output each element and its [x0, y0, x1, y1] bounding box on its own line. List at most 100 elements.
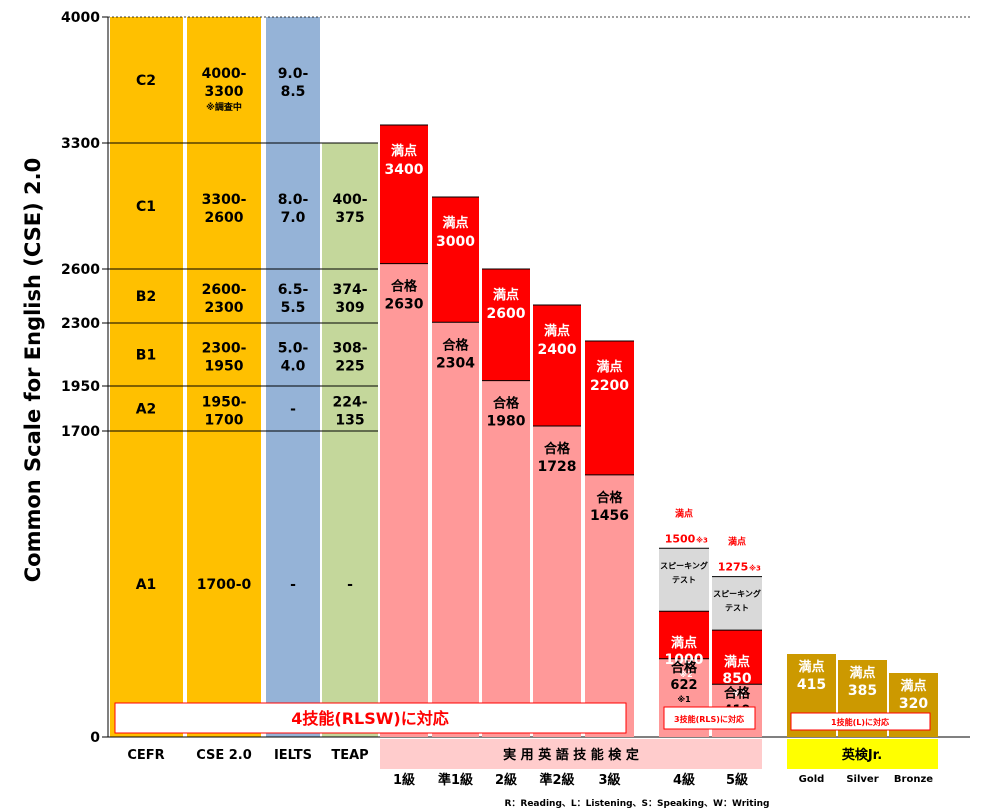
cefr-level-label: C1 [136, 199, 156, 215]
eiken-max-value: 2600 [487, 306, 526, 322]
x-label-teap: TEAP [331, 748, 368, 763]
eiken-pass-value: 1456 [590, 508, 629, 524]
y-tick-label: 4000 [61, 10, 100, 26]
cse-level-label-line2: 2600 [205, 210, 244, 226]
eiken-max-value: 2400 [538, 342, 577, 358]
y-tick-label: 1700 [61, 424, 100, 440]
speaking-total-label: 満点 [728, 536, 746, 548]
ielts-level-label-line2: 8.5 [281, 84, 306, 100]
ielts-level-label-line1: 5.0- [278, 341, 309, 357]
cse-level-note: ※調査中 [206, 101, 242, 113]
ielts-level-label-line1: 6.5- [278, 282, 309, 298]
y-tick-label: 2300 [61, 316, 100, 332]
eiken-pass-label: 合格 [724, 685, 751, 701]
eiken-max-label: 満点 [671, 635, 697, 651]
y-tick-label: 3300 [61, 136, 100, 152]
eiken-max-bar [659, 611, 709, 659]
jr-max-label: 満点 [798, 659, 824, 675]
ielts-level-label: - [290, 577, 296, 593]
jr-grade-label: Gold [799, 774, 825, 785]
y-axis-title: Common Scale for English (CSE) 2.0 [21, 158, 45, 582]
speaking-label-line2: テスト [672, 575, 696, 584]
eiken-max-label: 満点 [724, 654, 750, 670]
eiken-pass-bar [380, 263, 428, 737]
eiken-pass-value: 622 [670, 678, 697, 693]
jr-max-label: 満点 [900, 678, 926, 694]
jr-group-label: 英検Jr. [841, 747, 882, 763]
eiken-group-label: 実 用 英 語 技 能 検 定 [503, 747, 639, 763]
speaking-total-note: ※3 [696, 535, 708, 544]
cefr-level-label: A2 [136, 402, 157, 418]
cse-level-label-line1: 1950- [202, 395, 247, 411]
eiken-pass-label: 合格 [391, 279, 418, 295]
teap-level-label-line1: 224- [332, 395, 367, 411]
ielts-level-label-line2: 7.0 [281, 210, 306, 226]
three-skill-label: 3技能(RLS)に対応 [674, 714, 744, 724]
teap-level-label-line2: 309 [335, 300, 364, 316]
speaking-total-note: ※3 [749, 564, 761, 573]
speaking-label-line2: テスト [725, 604, 749, 613]
eiken-max-value: 850 [722, 671, 751, 687]
eiken-pass-bar [432, 322, 479, 737]
eiken-pass-label: 合格 [442, 337, 469, 353]
cse-level-label-line1: 2600- [202, 282, 247, 298]
cefr-level-label: A1 [136, 577, 157, 593]
cse-column-bar [187, 17, 261, 737]
cse-level-label-line2: 3300 [205, 84, 244, 100]
eiken-pass-label: 合格 [493, 396, 520, 412]
eiken-max-bar [533, 305, 581, 426]
cefr-column-bar [110, 17, 183, 737]
teap-level-label: - [347, 577, 353, 593]
speaking-test-bar [659, 548, 709, 612]
y-tick-label: 2600 [61, 262, 100, 278]
eiken-max-bar [585, 341, 634, 475]
cse-level-label-line1: 3300- [202, 192, 247, 208]
speaking-label-line1: スピーキング [660, 560, 708, 570]
eiken-pass-value: 1728 [538, 459, 577, 475]
eiken-pass-value: 1980 [487, 414, 526, 430]
eiken-grade-label: 5級 [726, 772, 748, 788]
eiken-max-bar [482, 269, 530, 381]
speaking-total-label: 満点 [675, 507, 693, 519]
ielts-column-bar [266, 17, 320, 737]
x-label-ielts: IELTS [274, 748, 312, 763]
teap-level-label-line1: 308- [332, 341, 367, 357]
teap-level-label-line1: 400- [332, 192, 367, 208]
eiken-max-bar [380, 125, 428, 264]
eiken-grade-label: 準2級 [539, 772, 574, 788]
four-skill-label: 4技能(RLSW)に対応 [291, 709, 448, 728]
eiken-grade-label: 準1級 [438, 772, 473, 788]
cse-level-label-line2: 1950 [205, 359, 244, 375]
speaking-label-line1: スピーキング [713, 589, 761, 599]
jr-grade-label: Bronze [894, 774, 933, 785]
eiken-max-value: 1000 [665, 652, 704, 668]
eiken-max-note: ※2 [732, 688, 745, 698]
cse-level-label-line1: 4000- [202, 66, 247, 82]
eiken-pass-bar [585, 474, 634, 737]
eiken-max-label: 満点 [391, 143, 417, 159]
three-skill-box [663, 706, 756, 730]
eiken-pass-value: 2304 [436, 355, 475, 371]
teap-column-bar [322, 143, 378, 737]
one-skill-label: 1技能(L)に対応 [831, 717, 889, 727]
eiken-pass-bar [482, 380, 530, 737]
y-tick-label: 0 [90, 730, 100, 746]
eiken-pass-label: 合格 [596, 490, 623, 506]
jr-max-value: 415 [797, 677, 826, 693]
ielts-level-label-line1: 9.0- [278, 66, 309, 82]
jr-max-value: 385 [848, 683, 877, 699]
x-label-cefr: CEFR [127, 748, 164, 763]
eiken-max-label: 満点 [493, 287, 519, 303]
cse-level-label-line2: 2300 [205, 300, 244, 316]
eiken-grade-label: 1級 [393, 772, 415, 788]
eiken-group-label-bg [380, 739, 762, 769]
jr-grade-label: Silver [846, 774, 878, 785]
eiken-max-value: 3400 [385, 162, 424, 178]
eiken-max-value: 2200 [590, 378, 629, 394]
ielts-level-label-line2: 5.5 [281, 300, 306, 316]
jr-max-label: 満点 [849, 665, 875, 681]
ielts-level-label: - [290, 402, 296, 418]
eiken-max-label: 満点 [442, 215, 468, 231]
cse-level-label: 1700-0 [197, 577, 252, 593]
